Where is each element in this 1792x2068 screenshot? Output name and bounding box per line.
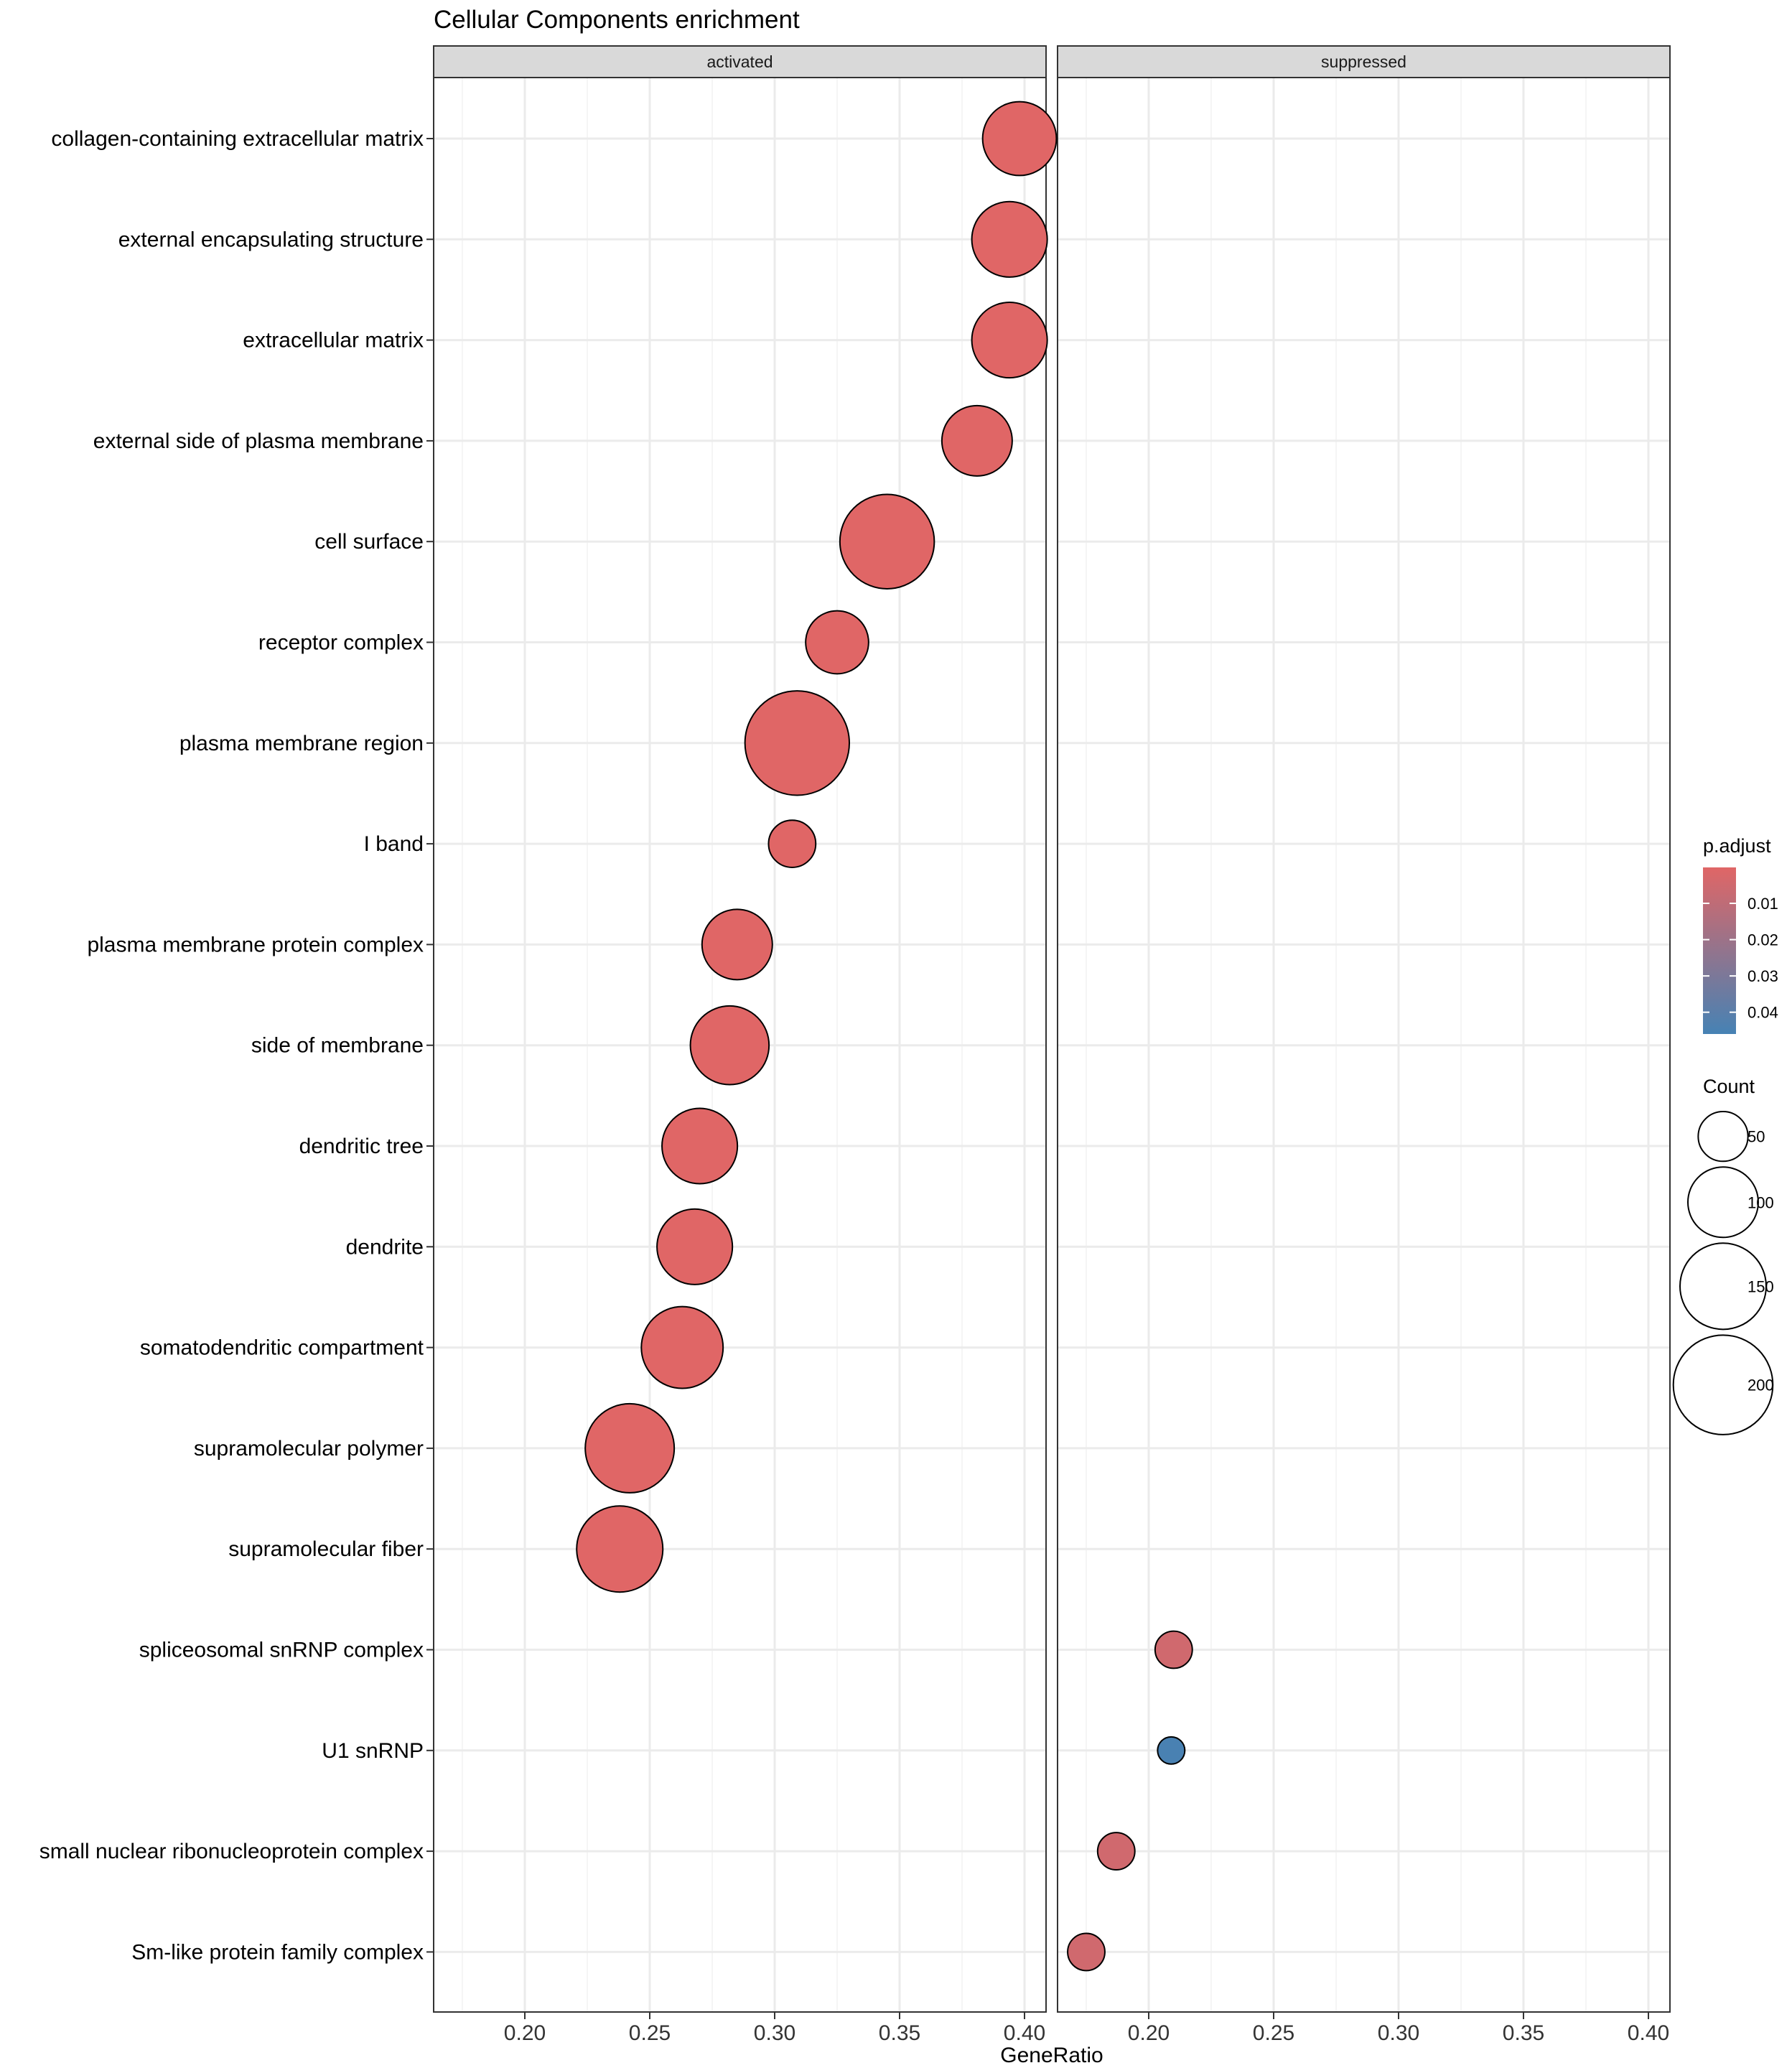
colorbar-label: 0.04 <box>1747 1004 1778 1022</box>
data-point <box>971 200 1048 278</box>
size-legend-circle <box>1679 1242 1768 1331</box>
chart-title: Cellular Components enrichment <box>434 6 800 34</box>
size-legend-label: 50 <box>1747 1128 1765 1146</box>
y-tick-label: cell surface <box>314 530 424 554</box>
y-tick-label: supramolecular polymer <box>194 1437 424 1461</box>
data-point <box>1154 1630 1193 1669</box>
legend-title-padjust: p.adjust <box>1703 835 1771 857</box>
facet-strip-suppressed <box>1057 45 1671 78</box>
data-point <box>1157 1736 1186 1765</box>
size-legend-circle <box>1687 1166 1759 1239</box>
panel-border <box>1057 77 1671 2013</box>
y-tick-label: Sm-like protein family complex <box>131 1940 424 1964</box>
y-tick-label: external side of plasma membrane <box>93 429 424 453</box>
y-tick-label: U1 snRNP <box>322 1739 424 1763</box>
x-tick-label: 0.20 <box>504 2021 546 2045</box>
y-tick-label: spliceosomal snRNP complex <box>139 1639 424 1662</box>
x-axis-title: GeneRatio <box>1000 2044 1103 2067</box>
y-tick-label: somatodendritic compartment <box>140 1336 424 1360</box>
data-point <box>584 1402 676 1494</box>
y-tick-label: small nuclear ribonucleoprotein complex <box>39 1840 424 1863</box>
x-tick-label: 0.25 <box>629 2021 671 2045</box>
x-tick-label: 0.35 <box>879 2021 920 2045</box>
x-tick-label: 0.20 <box>1128 2021 1170 2045</box>
data-point <box>689 1005 770 1086</box>
data-point <box>744 690 850 796</box>
y-tick-label: collagen-containing extracellular matrix <box>51 127 424 151</box>
size-legend-label: 100 <box>1747 1193 1774 1211</box>
data-point <box>941 404 1013 477</box>
y-tick-label: external encapsulating structure <box>118 228 424 251</box>
data-point <box>805 610 869 675</box>
size-legend-circle <box>1697 1111 1749 1163</box>
data-point <box>640 1305 724 1389</box>
data-point <box>661 1107 739 1185</box>
data-point <box>839 493 935 590</box>
x-tick-label: 0.30 <box>1378 2021 1419 2045</box>
size-legend-circle <box>1672 1334 1774 1435</box>
y-tick-label: dendritic tree <box>299 1135 424 1158</box>
y-tick-label: extracellular matrix <box>243 329 424 353</box>
y-tick-label: receptor complex <box>258 631 424 655</box>
x-tick-label: 0.40 <box>1628 2021 1669 2045</box>
x-tick-label: 0.35 <box>1503 2021 1544 2045</box>
data-point <box>981 101 1058 177</box>
data-point <box>656 1208 734 1285</box>
size-legend-label: 150 <box>1747 1277 1774 1295</box>
data-point <box>701 908 773 981</box>
y-tick-label: plasma membrane protein complex <box>87 933 424 956</box>
legend-title-count: Count <box>1703 1076 1755 1097</box>
x-tick-label: 0.25 <box>1253 2021 1294 2045</box>
x-tick-label: 0.40 <box>1004 2021 1045 2045</box>
x-tick-label: 0.30 <box>754 2021 795 2045</box>
y-tick-label: side of membrane <box>251 1034 424 1058</box>
data-point <box>1096 1832 1136 1871</box>
data-point <box>767 819 817 868</box>
data-point <box>576 1505 664 1593</box>
size-legend-label: 200 <box>1747 1377 1774 1394</box>
data-point <box>971 302 1048 379</box>
y-tick-label: supramolecular fiber <box>228 1537 424 1561</box>
colorbar-label: 0.03 <box>1747 967 1778 985</box>
facet-label-activated: activated <box>706 52 773 71</box>
facet-label-suppressed: suppressed <box>1321 52 1406 71</box>
padjust-colorbar <box>1703 867 1736 1034</box>
colorbar-label: 0.01 <box>1747 895 1778 913</box>
y-tick-label: plasma membrane region <box>179 732 424 755</box>
facet-strip-activated <box>433 45 1047 78</box>
data-point <box>1067 1932 1106 1972</box>
y-tick-label: I band <box>364 832 424 856</box>
y-tick-label: dendrite <box>346 1235 424 1259</box>
colorbar-label: 0.02 <box>1747 931 1778 949</box>
